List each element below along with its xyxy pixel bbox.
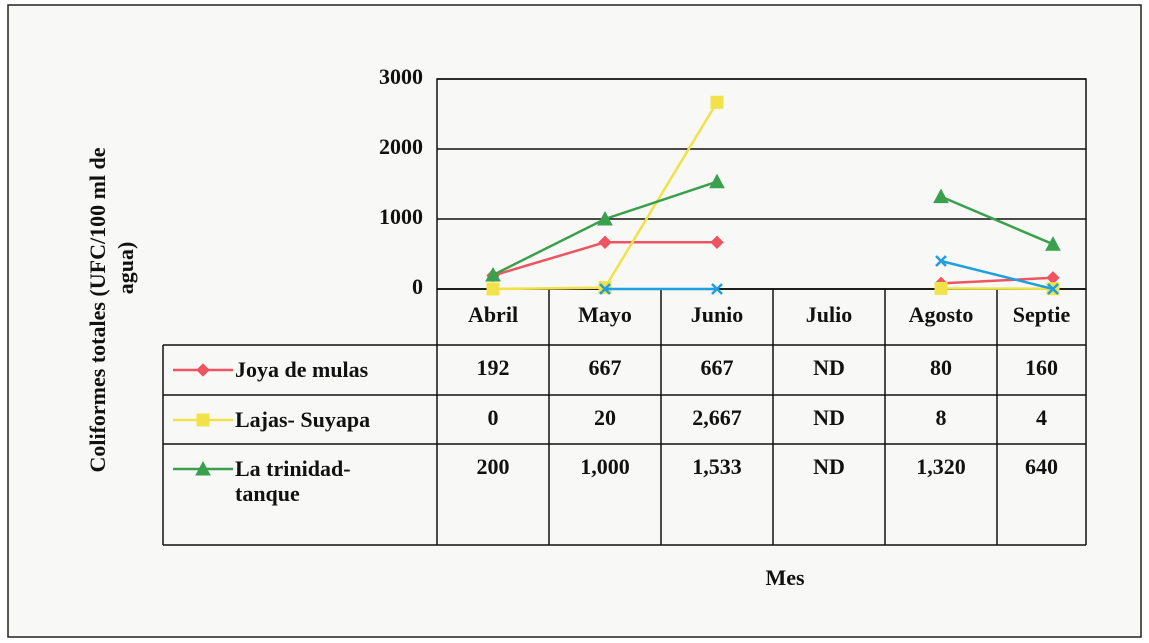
y-tick-label: 3000 xyxy=(379,64,423,89)
marker xyxy=(196,413,210,427)
x-tick-label: Septie xyxy=(1013,302,1071,327)
marker xyxy=(598,235,612,250)
marker xyxy=(711,283,723,295)
table-cell: 640 xyxy=(1025,454,1058,479)
table-cell: 667 xyxy=(589,355,622,380)
legend-item: Lajas- Suyapa xyxy=(235,407,371,432)
marker xyxy=(934,281,948,295)
legend-item: Joya de mulas xyxy=(235,357,369,382)
series-line xyxy=(605,259,1054,291)
marker xyxy=(710,95,724,109)
x-tick-label: Agosto xyxy=(909,302,974,327)
frame xyxy=(7,4,1142,638)
marker xyxy=(1045,236,1061,251)
marker xyxy=(196,363,210,377)
table-cell: 2,667 xyxy=(692,405,742,430)
marker xyxy=(597,210,613,226)
table-cell: 667 xyxy=(701,355,734,380)
marker xyxy=(709,173,725,189)
legend-label: Lajas- Suyapa xyxy=(235,407,371,432)
y-tick-label: 2000 xyxy=(379,134,423,159)
table-cell: 1,533 xyxy=(692,454,742,479)
legend-label: La trinidad-tanque xyxy=(235,456,351,506)
table-cell: 192 xyxy=(477,355,510,380)
table-cell: 20 xyxy=(594,405,616,430)
x-tick-label: Julio xyxy=(806,302,852,327)
marker xyxy=(486,282,500,296)
legend-item: La trinidad-tanque xyxy=(235,456,351,506)
table-cell: 0 xyxy=(488,405,499,430)
table-cell: 160 xyxy=(1025,355,1058,380)
marker xyxy=(710,235,724,250)
marker xyxy=(485,266,501,282)
marker xyxy=(195,460,211,476)
x-tick-label: Abril xyxy=(468,302,518,327)
y-label-line: agua) xyxy=(113,242,138,295)
table-cell: 200 xyxy=(477,454,510,479)
marker xyxy=(935,255,947,267)
x-tick-label: Junio xyxy=(691,302,744,327)
table-cell: ND xyxy=(813,405,845,430)
table-cell: 80 xyxy=(930,355,952,380)
marker xyxy=(933,188,949,204)
legend-label: Joya de mulas xyxy=(235,357,369,382)
x-label: Mes xyxy=(765,565,805,590)
table-cell: 8 xyxy=(936,405,947,430)
table-cell: 4 xyxy=(1036,405,1047,430)
table-cell: ND xyxy=(813,454,845,479)
y-label-line: Coliformes totales (UFC/100 ml de xyxy=(85,147,110,472)
table-cell: 1,000 xyxy=(580,454,630,479)
marker xyxy=(1047,283,1059,295)
y-label: Coliformes totales (UFC/100 ml de agua) xyxy=(85,147,138,472)
y-tick-label: 0 xyxy=(412,274,423,299)
x-tick-label: Mayo xyxy=(578,302,632,327)
y-tick-label: 1000 xyxy=(379,204,423,229)
table-cell: 1,320 xyxy=(916,454,966,479)
table-cell: ND xyxy=(813,355,845,380)
marker xyxy=(599,283,611,295)
